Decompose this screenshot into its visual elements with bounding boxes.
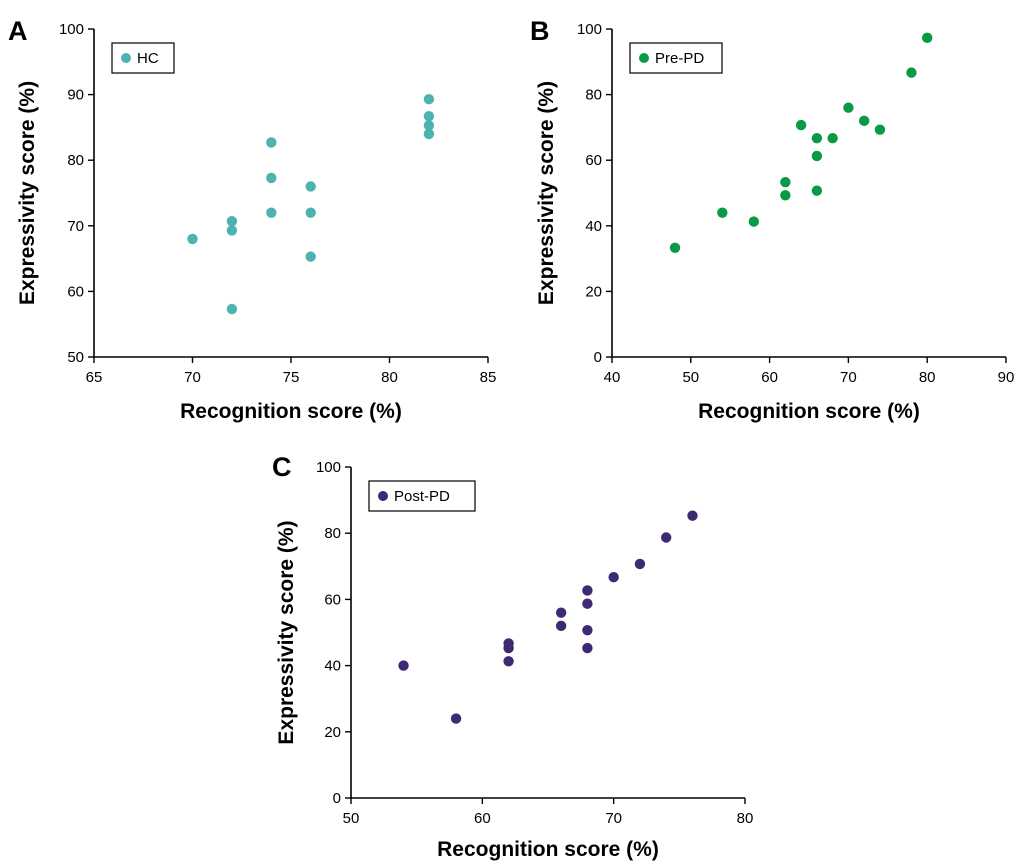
panel-a-data-point	[305, 207, 316, 218]
panel-a-y-tick-label: 80	[67, 152, 84, 169]
panel-b-y-tick-label: 80	[585, 87, 602, 104]
panel-b-scatter-chart: B 40 50 60 70 80 90 0 20 40 60 80 100 Recognition sco…	[530, 16, 1014, 423]
panel-c-scatter-chart: C 50 60 70 80 0 20 40 60 80 100 Recognition score (…	[272, 452, 753, 861]
panel-a-y-tick-label: 60	[67, 283, 84, 300]
panel-c-y-tick-label: 80	[324, 525, 341, 542]
panel-b-data-point	[780, 176, 791, 188]
panel-a-data-point	[423, 128, 435, 140]
panel-b-y-tick-label: 20	[585, 283, 602, 300]
panel-c-x-tick-label: 60	[474, 810, 491, 827]
panel-c-data-point	[503, 642, 514, 654]
panel-b-y-tick-label: 60	[585, 152, 602, 169]
panel-c-y-tick-label: 0	[333, 790, 341, 807]
panel-b-data-point	[669, 242, 681, 253]
panel-b-x-tick-label: 70	[840, 369, 857, 386]
panel-a-data-point	[305, 181, 316, 192]
panel-b-y-tick-label: 40	[585, 218, 602, 235]
panel-a-legend-marker	[121, 53, 131, 63]
panel-c-x-axis-title: Recognition score (%)	[437, 838, 659, 861]
panel-a-letter: A	[8, 16, 28, 46]
panel-b-x-tick-label: 90	[998, 369, 1015, 386]
panel-a-data-point	[423, 120, 435, 131]
panel-a-data-point	[226, 216, 238, 227]
panel-c-data-point	[555, 620, 567, 632]
panel-a-x-tick-label: 75	[283, 369, 300, 386]
panel-c-data-point	[398, 660, 409, 671]
panel-c-y-axis-title: Expressivity score (%)	[275, 520, 298, 744]
panel-c-legend: Post-PD	[368, 480, 476, 512]
panel-a-legend-label: HC	[137, 50, 159, 67]
panel-a-scatter-chart: A 65 70 75 80 85 50 60 70 80 90 100 Recognition scor…	[8, 16, 496, 423]
panel-c-x-tick-label: 70	[605, 810, 622, 827]
panel-a-x-axis-title: Recognition score (%)	[180, 400, 402, 423]
panel-b-legend-marker	[639, 53, 649, 63]
panel-b-y-tick-label: 0	[594, 349, 602, 366]
panel-b-data-point	[717, 207, 728, 218]
panel-b-x-tick-label: 40	[604, 369, 621, 386]
panel-b-x-axis-title: Recognition score (%)	[698, 400, 920, 423]
panel-b-legend-label: Pre-PD	[655, 50, 704, 67]
panel-b-data-point	[906, 67, 917, 78]
panel-a-legend: HC	[111, 42, 175, 74]
panel-c-data-point	[608, 572, 619, 583]
panel-b-data-point	[827, 133, 838, 144]
panel-c-x-tick-label: 50	[343, 810, 360, 827]
panel-b-x-tick-label: 60	[761, 369, 778, 386]
panel-b-data-point	[811, 133, 823, 144]
panel-a-data-point	[423, 93, 435, 105]
panel-a-data-point	[187, 233, 198, 245]
panel-c-y-tick-label: 40	[324, 658, 341, 675]
panel-a-data-point	[266, 172, 277, 184]
panel-c-data-point	[450, 713, 462, 724]
panel-a-y-axis-title: Expressivity score (%)	[16, 81, 39, 305]
panel-c-legend-label: Post-PD	[394, 488, 450, 505]
panel-a-data-point	[226, 303, 238, 315]
panel-a-x-tick-label: 65	[86, 369, 103, 386]
panel-a-y-tick-label: 50	[67, 349, 84, 366]
panel-c-data-point	[687, 510, 698, 521]
panel-b-x-tick-label: 50	[682, 369, 699, 386]
panel-b-data-point	[843, 102, 854, 113]
panel-a-y-tick-label: 70	[67, 218, 84, 235]
panel-b-data-point	[780, 190, 791, 201]
panel-c-data-point	[634, 558, 646, 570]
panel-b-data-point	[748, 216, 760, 227]
panel-a-x-tick-label: 70	[184, 369, 201, 386]
panel-c-letter: C	[272, 452, 292, 482]
panel-c-y-tick-label: 20	[324, 724, 341, 741]
panel-c-data-point	[661, 532, 672, 543]
panel-c-y-tick-label: 60	[324, 591, 341, 608]
panel-b-data-point	[922, 32, 933, 44]
panel-c-data-point	[582, 624, 593, 636]
panel-a-y-tick-label: 100	[59, 21, 84, 38]
panel-a-x-tick-label: 85	[480, 369, 497, 386]
panel-c-data-point	[582, 598, 593, 609]
panel-c-data-point	[555, 607, 567, 618]
panel-b-data-point	[858, 115, 870, 127]
panel-c-data-point	[582, 585, 593, 596]
panel-c-y-tick-label: 100	[316, 459, 341, 476]
panel-a-data-point	[266, 207, 277, 218]
panel-b-data-point	[811, 185, 823, 196]
panel-b-y-tick-label: 100	[577, 21, 602, 38]
panel-b-legend: Pre-PD	[629, 42, 723, 74]
panel-b-data-point	[874, 124, 886, 135]
panel-a-data-point	[305, 251, 316, 262]
panel-b-letter: B	[530, 16, 550, 46]
panel-a-y-tick-label: 90	[67, 87, 84, 104]
panel-b-y-axis-title: Expressivity score (%)	[535, 81, 558, 305]
panel-a-data-point	[266, 137, 277, 148]
panel-a-data-point	[226, 225, 238, 236]
panel-a-x-tick-label: 80	[381, 369, 398, 386]
panel-c-legend-marker	[378, 491, 388, 501]
panel-b-data-point	[811, 150, 823, 162]
panel-b-x-tick-label: 80	[919, 369, 936, 386]
panel-c-x-tick-label: 80	[737, 810, 754, 827]
panel-c-data-point	[582, 642, 593, 654]
panel-c-data-point	[503, 656, 514, 667]
panel-a-data-point	[423, 111, 435, 122]
panel-b-data-point	[795, 119, 807, 131]
